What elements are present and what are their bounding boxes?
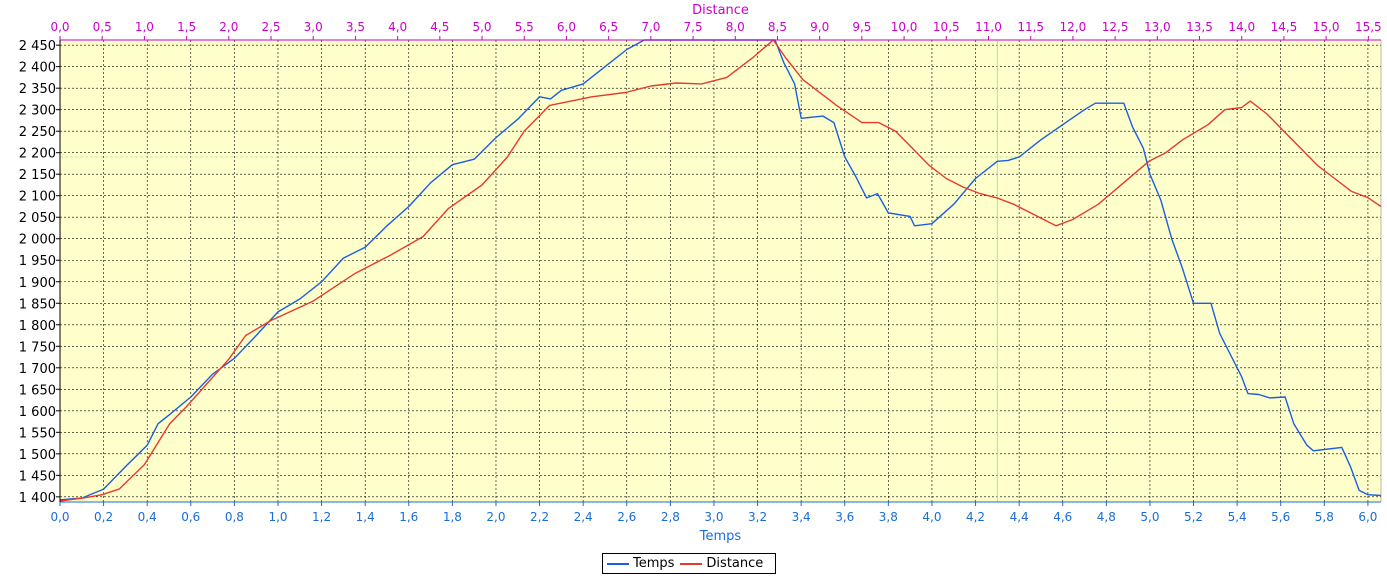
bottom-tick-label: 3,4 [792,510,811,524]
legend: Temps Distance [602,553,777,574]
top-tick-label: 2,0 [219,20,238,34]
y-tick-label: 1 950 [19,254,56,269]
bottom-tick-label: 0,6 [181,510,200,524]
bottom-tick-label: 5,4 [1228,510,1247,524]
bottom-tick-label: 1,2 [312,510,331,524]
bottom-tick-label: 2,4 [574,510,593,524]
bottom-tick-label: 2,8 [661,510,680,524]
y-tick-label: 1 400 [19,491,56,506]
y-tick-label: 1 700 [19,362,56,377]
bottom-tick-label: 4,0 [922,510,941,524]
top-tick-label: 15,5 [1355,20,1382,34]
y-tick-label: 1 500 [19,448,56,463]
top-tick-label: 3,0 [304,20,323,34]
bottom-tick-label: 4,6 [1053,510,1072,524]
series-line-temps [59,39,1382,501]
top-tick-label: 15,0 [1313,20,1340,34]
bottom-tick-label: 0,0 [50,510,69,524]
top-tick-label: 10,5 [933,20,960,34]
y-tick-label: 2 300 [19,104,56,119]
bottom-axis-title: Temps [699,529,742,544]
top-tick-label: 0,5 [93,20,112,34]
bottom-tick-label: 3,0 [704,510,723,524]
legend-swatch-distance [680,562,703,565]
top-tick-label: 8,5 [768,20,787,34]
top-tick-label: 5,0 [472,20,491,34]
y-tick-label: 2 050 [19,211,56,226]
y-tick-label: 1 750 [19,340,56,355]
top-tick-label: 5,5 [515,20,534,34]
bottom-tick-label: 2,2 [530,510,549,524]
bottom-tick-label: 3,8 [879,510,898,524]
bottom-tick-label: 0,4 [138,510,157,524]
legend-item-temps: Temps [607,556,674,571]
bottom-tick-label: 5,0 [1140,510,1159,524]
y-tick-label: 2 000 [19,233,56,248]
y-tick-label: 2 250 [19,125,56,140]
bottom-tick-label: 4,8 [1097,510,1116,524]
top-tick-label: 0,0 [50,20,69,34]
y-tick-label: 2 400 [19,61,56,76]
y-tick-label: 2 200 [19,147,56,162]
legend-swatch-temps [607,562,629,565]
bottom-tick-label: 4,2 [966,510,985,524]
top-axis-title: Distance [692,3,749,18]
y-tick-label: 1 550 [19,426,56,441]
bottom-tick-label: 4,4 [1010,510,1029,524]
bottom-tick-label: 1,4 [356,510,375,524]
y-tick-label: 1 800 [19,319,56,334]
top-tick-label: 14,0 [1228,20,1255,34]
bottom-tick-label: 0,8 [225,510,244,524]
top-tick-label: 4,0 [388,20,407,34]
legend-label-distance: Distance [706,556,764,571]
top-tick-label: 6,0 [557,20,576,34]
top-tick-label: 7,0 [641,20,660,34]
plot-background [60,40,1381,502]
legend-item-distance: Distance [680,556,763,571]
top-tick-label: 11,0 [975,20,1002,34]
y-tick-label: 2 450 [19,39,56,54]
top-tick-label: 1,0 [135,20,154,34]
top-tick-label: 13,5 [1186,20,1213,34]
bottom-tick-label: 3,2 [748,510,767,524]
top-tick-label: 10,0 [891,20,918,34]
bottom-tick-label: 2,0 [486,510,505,524]
bottom-tick-label: 2,6 [617,510,636,524]
y-tick-label: 1 450 [19,469,56,484]
bottom-tick-label: 1,0 [268,510,287,524]
top-tick-label: 13,0 [1144,20,1171,34]
top-tick-label: 1,5 [177,20,196,34]
y-tick-label: 2 100 [19,190,56,205]
series-line-distance [59,39,1382,502]
top-tick-label: 7,5 [684,20,703,34]
bottom-tick-label: 5,8 [1315,510,1334,524]
y-tick-label: 2 350 [19,82,56,97]
top-tick-label: 12,5 [1102,20,1129,34]
top-tick-label: 9,0 [810,20,829,34]
bottom-tick-label: 1,6 [399,510,418,524]
bottom-tick-label: 5,6 [1271,510,1290,524]
legend-label-temps: Temps [633,556,675,571]
top-tick-label: 4,5 [430,20,449,34]
top-tick-label: 2,5 [261,20,280,34]
bottom-tick-label: 6,0 [1358,510,1377,524]
y-tick-label: 1 650 [19,383,56,398]
bottom-tick-label: 3,6 [835,510,854,524]
y-tick-label: 2 150 [19,168,56,183]
bottom-tick-label: 5,2 [1184,510,1203,524]
y-tick-label: 1 600 [19,405,56,420]
top-tick-label: 14,5 [1271,20,1298,34]
top-tick-label: 12,0 [1060,20,1087,34]
top-tick-label: 6,5 [599,20,618,34]
bottom-tick-label: 0,2 [94,510,113,524]
top-tick-label: 8,0 [726,20,745,34]
bottom-tick-label: 1,8 [443,510,462,524]
y-tick-label: 1 900 [19,276,56,291]
top-tick-label: 3,5 [346,20,365,34]
top-tick-label: 9,5 [852,20,871,34]
y-tick-label: 1 850 [19,297,56,312]
top-tick-label: 11,5 [1017,20,1044,34]
